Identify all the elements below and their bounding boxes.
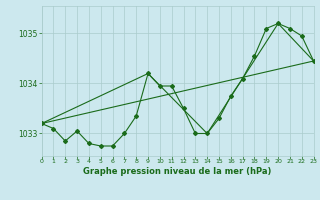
X-axis label: Graphe pression niveau de la mer (hPa): Graphe pression niveau de la mer (hPa) (84, 167, 272, 176)
